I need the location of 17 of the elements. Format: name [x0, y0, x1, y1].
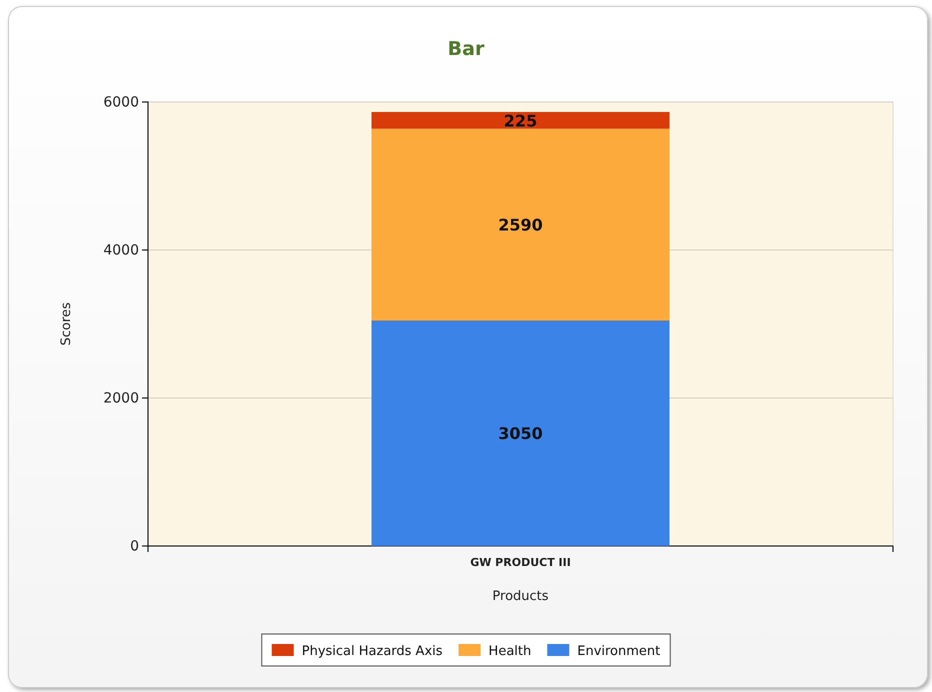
y-tick-label: 0	[130, 538, 139, 554]
legend-label: Health	[488, 644, 532, 659]
chart-title: Bar	[448, 38, 485, 60]
bar	[372, 320, 670, 546]
bar	[372, 112, 670, 129]
y-tick-label: 4000	[103, 242, 139, 258]
x-axis-title: Products	[492, 589, 549, 604]
data-label: 225	[504, 111, 538, 130]
legend-label: Environment	[577, 644, 660, 659]
data-label: 3050	[498, 424, 543, 444]
data-label: 2590	[498, 215, 543, 234]
y-tick-label: 2000	[103, 390, 139, 406]
legend-label: Physical Hazards Axis	[302, 644, 443, 659]
x-tick-label: GW PRODUCT III	[470, 556, 571, 569]
bar	[372, 128, 670, 320]
y-tick-label: 6000	[103, 94, 139, 110]
y-axis-title: Scores	[59, 302, 74, 346]
